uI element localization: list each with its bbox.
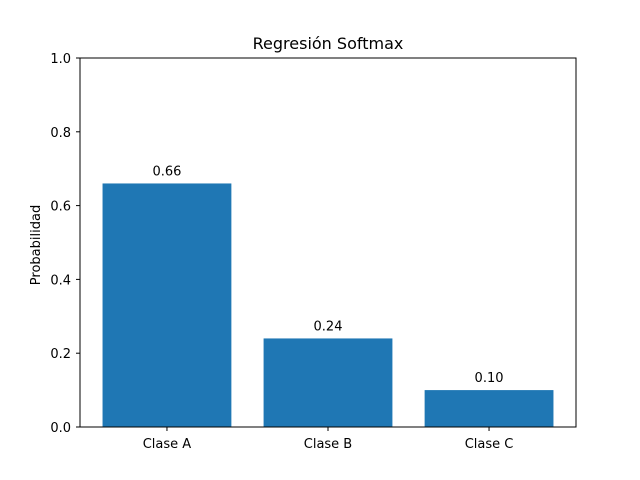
y-tick-label: 0.6	[50, 200, 71, 215]
y-axis-label: Probabilidad	[29, 205, 44, 285]
x-axis-ticks: Clase A Clase B Clase C	[143, 427, 514, 452]
bar-clase-c	[424, 390, 554, 427]
y-tick-label: 0.4	[50, 273, 71, 288]
data-label-clase-c: 0.10	[475, 371, 504, 386]
bar-clase-b	[263, 338, 393, 427]
plot-area-frame	[79, 57, 577, 428]
y-tick-label: 0.0	[50, 421, 71, 436]
x-tick-label: Clase B	[304, 437, 352, 452]
y-tick-label: 1.0	[50, 52, 71, 67]
data-label-clase-a: 0.66	[152, 164, 181, 179]
bar-clase-a	[102, 183, 232, 427]
chart-title: Regresión Softmax	[253, 34, 404, 53]
y-tick-label: 0.8	[50, 126, 71, 141]
x-tick-label: Clase A	[143, 437, 192, 452]
data-label-clase-b: 0.24	[314, 319, 343, 334]
y-tick-label: 0.2	[50, 347, 71, 362]
y-axis-ticks: 0.0 0.2 0.4 0.6 0.8 1.0	[50, 52, 80, 436]
bars-group	[102, 183, 554, 427]
data-labels-group: 0.66 0.24 0.10	[152, 164, 503, 386]
x-tick-label: Clase C	[465, 437, 514, 452]
